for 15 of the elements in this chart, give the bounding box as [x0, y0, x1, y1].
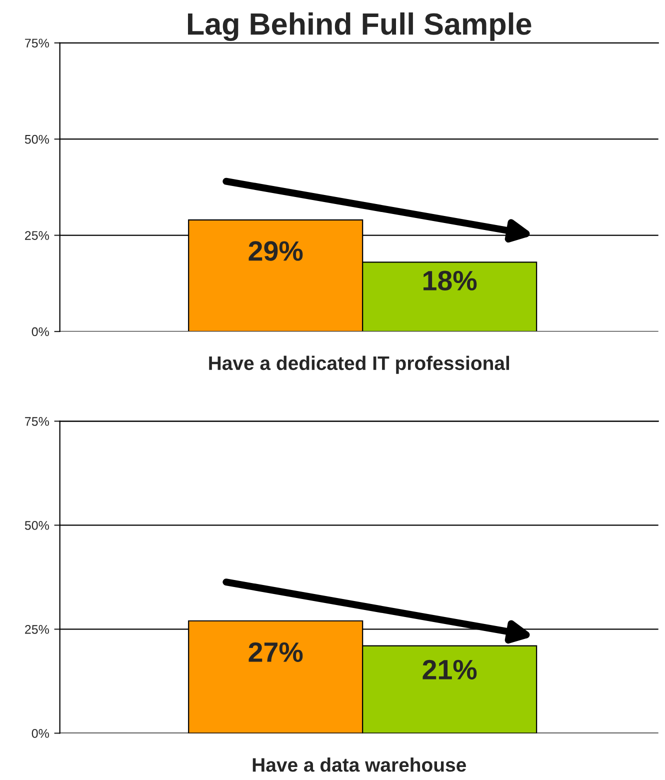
x-axis-title: Have a dedicated IT professional: [209, 356, 510, 374]
data-label: 27%: [248, 642, 303, 662]
y-tick-label: 75%: [25, 417, 49, 426]
data-label: 18%: [424, 270, 477, 290]
x-axis-title: Have a data warehouse: [252, 758, 466, 772]
y-tick-label: 75%: [25, 38, 49, 48]
y-tick-label: 25%: [25, 625, 49, 634]
data-label: 29%: [248, 241, 303, 261]
data-label: 21%: [422, 660, 477, 680]
y-tick-label: 25%: [25, 231, 49, 240]
chart-title: Lag Behind Full Sample: [188, 12, 532, 42]
y-tick-label: 50%: [24, 521, 49, 530]
y-tick-label: 0%: [32, 327, 49, 336]
y-tick-label: 0%: [32, 729, 49, 738]
y-tick-label: 50%: [24, 134, 49, 144]
